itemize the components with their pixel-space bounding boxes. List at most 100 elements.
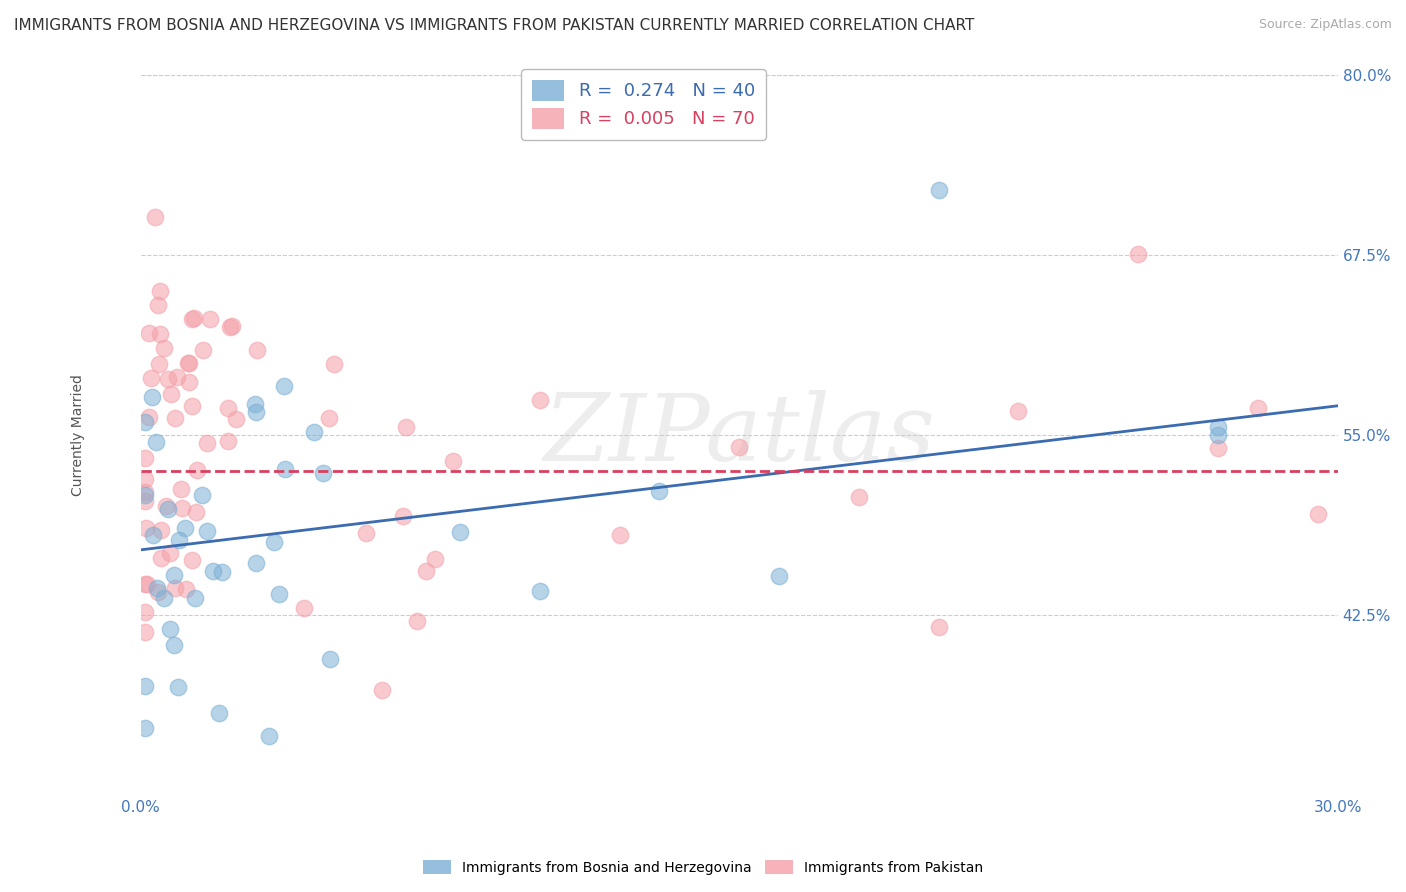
Point: [163, 638, 186, 652]
Point: [217, 401, 239, 415]
Text: IMMIGRANTS FROM BOSNIA AND HERZEGOVINA VS IMMIGRANTS FROM PAKISTAN CURRENTLY MAR: IMMIGRANTS FROM BOSNIA AND HERZEGOVINA V…: [14, 18, 974, 33]
Point: [191, 488, 214, 502]
Point: [134, 485, 156, 500]
Point: [648, 483, 671, 498]
Point: [173, 520, 195, 534]
Point: [191, 343, 214, 357]
Point: [243, 397, 266, 411]
Point: [200, 312, 222, 326]
Point: [323, 357, 346, 371]
Point: [148, 585, 170, 599]
Point: [928, 183, 950, 197]
Point: [134, 577, 156, 591]
Point: [529, 584, 551, 599]
Point: [292, 600, 315, 615]
Point: [165, 411, 187, 425]
Point: [134, 451, 156, 466]
Point: [146, 298, 169, 312]
Point: [181, 399, 204, 413]
Point: [177, 355, 200, 369]
Point: [149, 284, 172, 298]
Point: [159, 622, 181, 636]
Point: [134, 415, 156, 429]
Point: [273, 379, 295, 393]
Point: [202, 564, 225, 578]
Point: [157, 372, 180, 386]
Point: [1206, 442, 1229, 456]
Point: [529, 392, 551, 407]
Point: [318, 411, 340, 425]
Y-axis label: Currently Married: Currently Married: [72, 374, 86, 496]
Point: [163, 567, 186, 582]
Point: [449, 524, 471, 539]
Point: [441, 454, 464, 468]
Point: [370, 682, 392, 697]
Point: [208, 706, 231, 720]
Point: [148, 358, 170, 372]
Point: [1247, 401, 1270, 415]
Point: [423, 552, 446, 566]
Point: [145, 434, 167, 449]
Point: [134, 488, 156, 502]
Point: [405, 614, 427, 628]
Point: [609, 528, 631, 542]
Point: [134, 625, 156, 640]
Point: [219, 320, 242, 334]
Point: [170, 482, 193, 496]
Point: [180, 553, 202, 567]
Point: [245, 557, 267, 571]
Point: [195, 435, 218, 450]
Point: [172, 500, 194, 515]
Point: [139, 370, 162, 384]
Point: [135, 521, 157, 535]
Point: [225, 411, 247, 425]
Point: [728, 440, 751, 454]
Point: [184, 505, 207, 519]
Point: [167, 533, 190, 547]
Point: [263, 534, 285, 549]
Point: [186, 463, 208, 477]
Point: [159, 387, 181, 401]
Point: [134, 472, 156, 486]
Point: [302, 425, 325, 439]
Point: [768, 569, 790, 583]
Point: [134, 493, 156, 508]
Point: [267, 587, 290, 601]
Point: [928, 619, 950, 633]
Point: [150, 551, 173, 566]
Point: [155, 499, 177, 513]
Point: [1206, 420, 1229, 434]
Point: [415, 565, 437, 579]
Point: [319, 652, 342, 666]
Point: [312, 466, 335, 480]
Point: [146, 581, 169, 595]
Point: [134, 605, 156, 619]
Point: [177, 355, 200, 369]
Text: Source: ZipAtlas.com: Source: ZipAtlas.com: [1258, 18, 1392, 31]
Point: [149, 523, 172, 537]
Point: [149, 326, 172, 341]
Point: [180, 312, 202, 326]
Point: [356, 526, 378, 541]
Point: [176, 582, 198, 596]
Point: [143, 210, 166, 224]
Point: [142, 528, 165, 542]
Point: [166, 680, 188, 694]
Point: [165, 581, 187, 595]
Point: [138, 409, 160, 424]
Point: [134, 680, 156, 694]
Point: [153, 341, 176, 355]
Point: [217, 434, 239, 449]
Point: [257, 729, 280, 743]
Point: [395, 420, 418, 434]
Point: [184, 591, 207, 605]
Point: [166, 370, 188, 384]
Point: [183, 311, 205, 326]
Point: [245, 404, 267, 418]
Point: [179, 375, 201, 389]
Legend: R =  0.274   N = 40, R =  0.005   N = 70: R = 0.274 N = 40, R = 0.005 N = 70: [522, 70, 766, 140]
Point: [392, 509, 415, 524]
Point: [152, 591, 174, 605]
Point: [195, 524, 218, 538]
Point: [134, 721, 156, 735]
